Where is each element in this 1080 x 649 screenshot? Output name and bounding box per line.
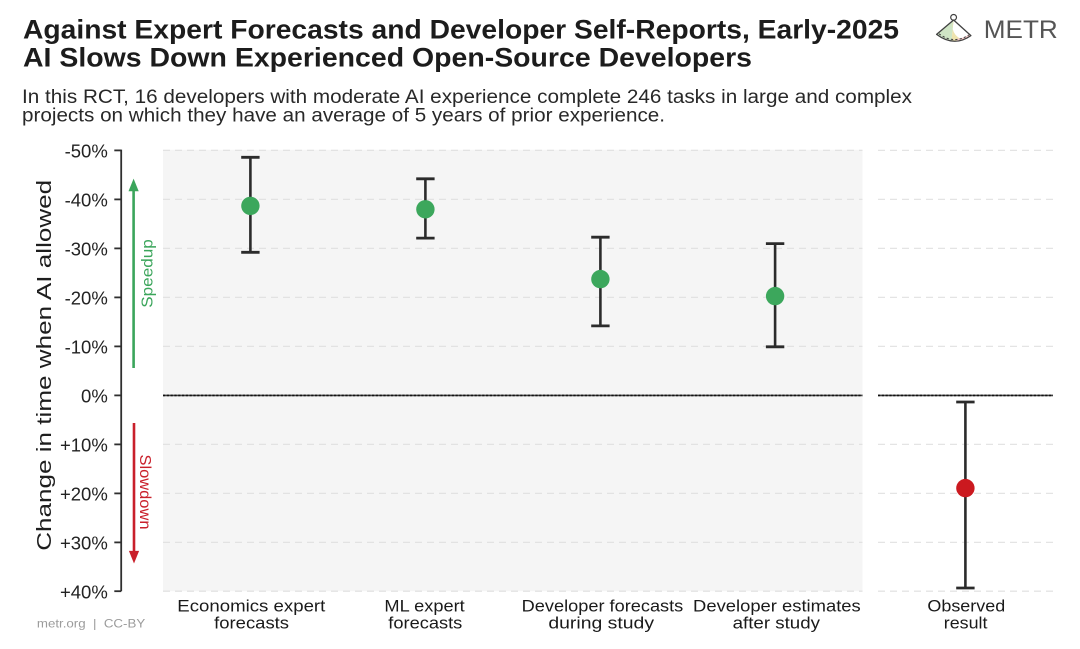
svg-text:Speedup: Speedup — [140, 239, 157, 308]
svg-text:forecasts: forecasts — [214, 615, 289, 633]
svg-text:-20%: -20% — [65, 288, 108, 309]
svg-text:Developer forecasts: Developer forecasts — [522, 597, 684, 615]
svg-text:+10%: +10% — [60, 435, 108, 456]
svg-text:Economics expert: Economics expert — [177, 597, 325, 615]
svg-text:Slowdown: Slowdown — [136, 455, 153, 530]
svg-text:metr.org | CC-BY: metr.org | CC-BY — [37, 617, 145, 631]
svg-text:0%: 0% — [81, 386, 108, 407]
svg-text:+30%: +30% — [60, 533, 108, 554]
svg-text:-40%: -40% — [65, 190, 108, 211]
svg-text:during study: during study — [548, 615, 655, 633]
svg-text:METR: METR — [984, 16, 1058, 44]
svg-text:result: result — [944, 615, 988, 633]
svg-text:Against Expert Forecasts and D: Against Expert Forecasts and Developer S… — [23, 15, 899, 45]
svg-text:In this RCT, 16 developers wit: In this RCT, 16 developers with moderate… — [22, 87, 913, 108]
svg-text:-30%: -30% — [65, 239, 108, 260]
svg-text:+40%: +40% — [60, 581, 108, 602]
svg-text:projects on which they have an: projects on which they have an average o… — [22, 106, 665, 127]
svg-text:forecasts: forecasts — [388, 615, 462, 633]
svg-text:AI Slows Down Experienced Open: AI Slows Down Experienced Open-Source De… — [23, 42, 752, 72]
svg-text:+20%: +20% — [60, 484, 108, 505]
svg-text:-50%: -50% — [65, 141, 108, 162]
svg-text:after study: after study — [733, 615, 821, 633]
svg-text:-10%: -10% — [65, 337, 108, 358]
svg-text:ML expert: ML expert — [384, 597, 465, 615]
svg-text:Change in time when AI allowed: Change in time when AI allowed — [33, 180, 56, 551]
svg-text:Developer estimates: Developer estimates — [693, 597, 861, 615]
svg-text:Observed: Observed — [927, 597, 1005, 615]
